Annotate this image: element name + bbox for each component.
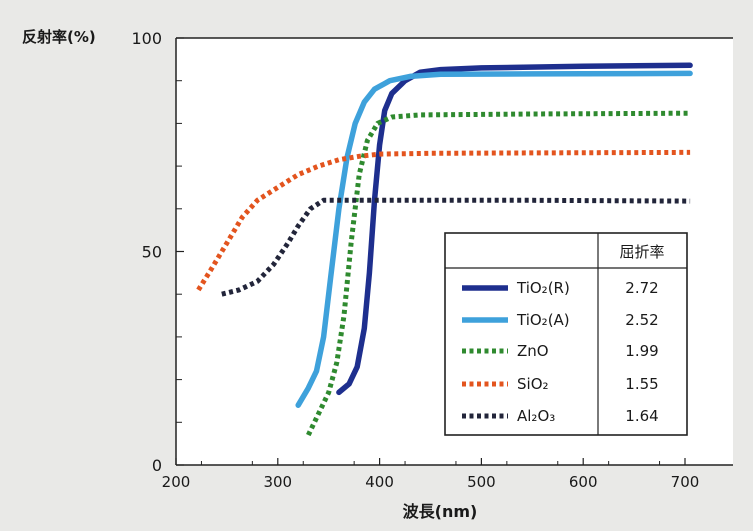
y-tick-label: 0	[152, 456, 162, 475]
y-axis-title: 反射率(%)	[22, 28, 96, 46]
legend: 屈折率 TiO₂(R) 2.72 TiO₂(A) 2.52 ZnO 1.99 SiO₂ 1.5…	[444, 232, 688, 436]
x-tick-label: 700	[671, 473, 700, 491]
legend-rows: TiO₂(R) 2.72 TiO₂(A) 2.52 ZnO 1.99 SiO₂ 1.55 Al₂…	[462, 279, 659, 425]
x-tick-label: 500	[467, 473, 496, 491]
legend-refractive-index: 2.72	[625, 279, 658, 297]
x-tick-label: 300	[263, 473, 292, 491]
legend-refractive-index: 1.99	[625, 342, 658, 360]
legend-series-name: SiO₂	[517, 375, 549, 393]
ticks: 200 300 400 500 600 700 0 50 100	[131, 29, 699, 491]
legend-refractive-index: 1.55	[625, 375, 658, 393]
series-line-1	[295, 70, 693, 408]
legend-box	[444, 232, 688, 436]
legend-series-name: ZnO	[517, 342, 549, 360]
x-tick-label: 400	[365, 473, 394, 491]
series-line-3	[196, 149, 691, 292]
series-line-0	[336, 62, 693, 396]
legend-series-name: TiO₂(A)	[516, 311, 570, 329]
series-line-2	[306, 110, 691, 437]
legend-refractive-index: 2.52	[625, 311, 658, 329]
legend-refractive-index: 1.64	[625, 407, 658, 425]
x-axis-title: 波長(nm)	[403, 502, 478, 521]
y-tick-label: 100	[131, 29, 162, 48]
y-tick-label: 50	[142, 243, 162, 262]
x-tick-label: 200	[162, 473, 191, 491]
legend-header-label: 屈折率	[619, 243, 664, 261]
x-tick-label: 600	[569, 473, 598, 491]
legend-series-name: TiO₂(R)	[516, 279, 570, 297]
legend-series-name: Al₂O₃	[517, 407, 555, 425]
series-layer	[196, 62, 693, 437]
